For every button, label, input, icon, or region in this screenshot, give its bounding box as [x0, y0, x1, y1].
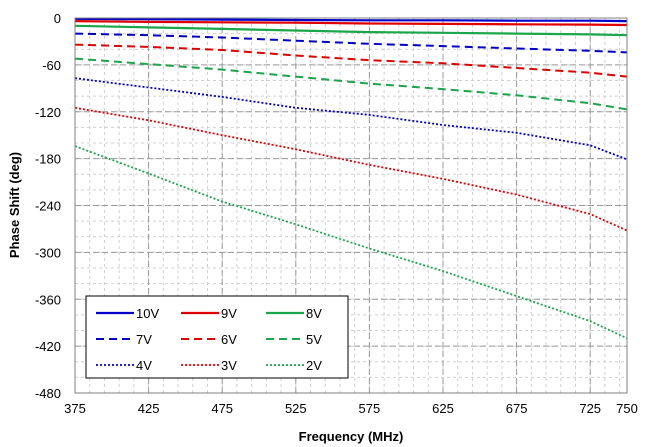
legend-label-5V: 5V [306, 332, 322, 347]
y-tick-label: -60 [42, 58, 61, 73]
legend-label-2V: 2V [306, 358, 322, 373]
x-tick-label: 375 [64, 401, 86, 416]
y-tick-label: -480 [35, 386, 61, 401]
x-tick-labels: 375 425 475 525 575 625 675 725 750 [64, 401, 638, 416]
legend-label-9V: 9V [221, 306, 237, 321]
minor-gridlines [74, 17, 627, 394]
series-line-7V [74, 32, 628, 54]
legend-label-7V: 7V [136, 332, 152, 347]
x-tick-label: 575 [359, 401, 381, 416]
legend-label-10V: 10V [136, 306, 159, 321]
legend-label-8V: 8V [306, 306, 322, 321]
x-axis-title: Frequency (MHz) [299, 429, 404, 444]
series-line-9V [74, 20, 628, 27]
y-tick-label: -420 [35, 339, 61, 354]
series-line-3V [74, 106, 628, 232]
series-line-4V [74, 77, 628, 161]
legend: 10V 9V 8V 7V 6V 5V 4V 3V 2V [85, 295, 349, 379]
x-tick-label: 725 [579, 401, 601, 416]
axes [74, 17, 628, 394]
y-tick-label: -240 [35, 199, 61, 214]
series-line-6V [74, 43, 628, 78]
x-tick-label: 675 [506, 401, 528, 416]
y-tick-label: -360 [35, 292, 61, 307]
series-lines [74, 17, 628, 340]
series-line-8V [74, 24, 628, 37]
y-tick-label: -120 [35, 105, 61, 120]
y-tick-label: -180 [35, 152, 61, 167]
x-tick-label: 625 [432, 401, 454, 416]
legend-label-3V: 3V [221, 358, 237, 373]
x-tick-label: 425 [138, 401, 160, 416]
legend-label-6V: 6V [221, 332, 237, 347]
plot-border [74, 17, 628, 394]
x-tick-label: 750 [616, 401, 638, 416]
series-line-10V [74, 17, 628, 23]
legend-label-4V: 4V [136, 358, 152, 373]
series-line-2V [74, 145, 628, 340]
x-tick-label: 475 [211, 401, 233, 416]
y-tick-labels: 0 -60 -120 -180 -240 -300 -360 -420 -480 [35, 11, 61, 401]
series-line-5V [74, 57, 628, 111]
y-axis-title: Phase Shift (deg) [7, 152, 22, 258]
y-tick-label: 0 [54, 11, 61, 26]
x-tick-label: 525 [285, 401, 307, 416]
y-tick-label: -300 [35, 245, 61, 260]
